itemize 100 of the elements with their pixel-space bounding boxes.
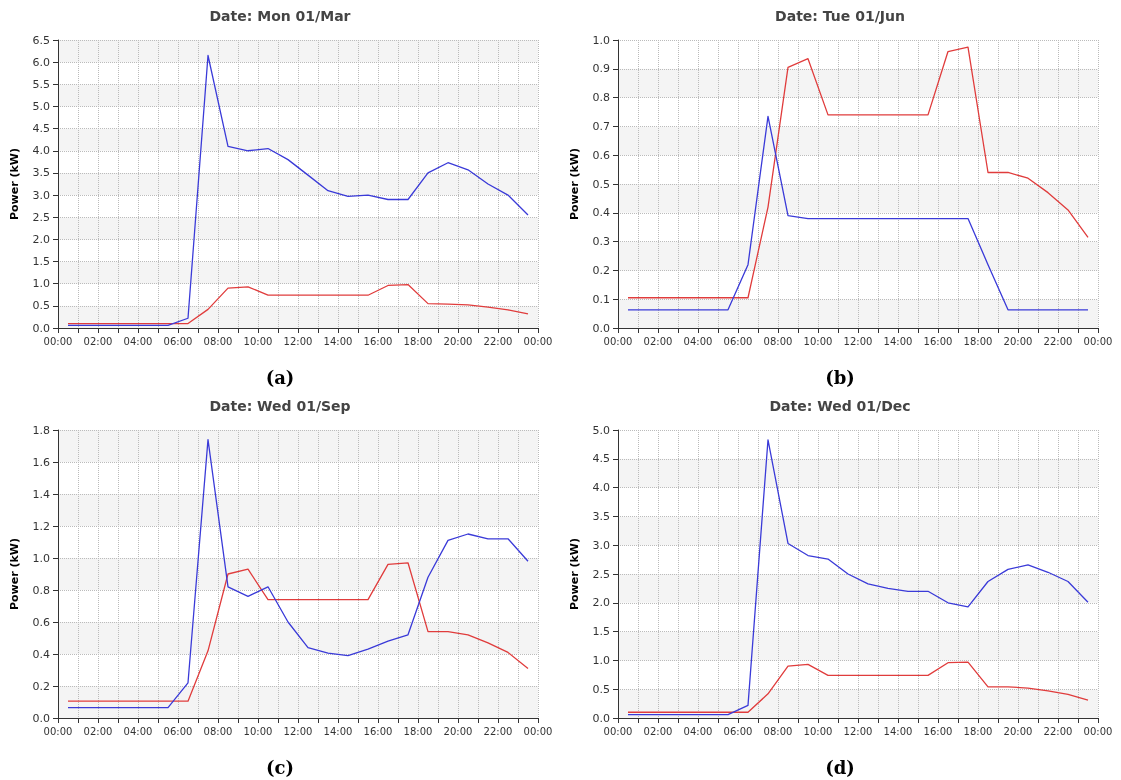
y-tick-label: 0.8 (592, 91, 610, 105)
y-tick-label: 4.0 (592, 481, 610, 495)
x-tick-label: 00:00 (43, 725, 73, 737)
x-tick-label: 12:00 (843, 335, 873, 347)
x-tick-label: 08:00 (203, 335, 233, 347)
y-tick-label: 4.5 (32, 122, 50, 136)
x-tick-label: 02:00 (643, 725, 673, 737)
y-tick-label: 0.0 (592, 711, 610, 725)
x-tick-label: 22:00 (1043, 335, 1073, 347)
x-tick-label: 10:00 (803, 725, 833, 737)
y-tick-label: 3.5 (32, 166, 50, 180)
x-tick-label: 12:00 (283, 725, 313, 737)
x-tick-label: 18:00 (963, 725, 993, 737)
y-tick-label: 1.6 (32, 455, 50, 469)
y-tick-label: 0.8 (32, 583, 50, 597)
x-tick-label: 00:00 (603, 725, 633, 737)
x-tick-label: 10:00 (243, 335, 273, 347)
chart-title: Date: Wed 01/Dec (769, 398, 911, 414)
y-tick-label: 0.1 (592, 292, 610, 306)
y-tick-label: 0.0 (592, 321, 610, 335)
y-axis-title: Power (kW) (8, 148, 21, 220)
line-series (627, 115, 1089, 311)
y-tick-label: 1.4 (32, 487, 50, 501)
x-tick-label: 02:00 (83, 725, 113, 737)
x-tick-label: 06:00 (163, 725, 193, 737)
y-tick-label: 0.0 (32, 711, 50, 725)
x-tick-label: 04:00 (123, 335, 153, 347)
y-tick-label: 5.0 (32, 99, 50, 113)
x-tick-label: 16:00 (923, 725, 953, 737)
x-tick-label: 14:00 (323, 335, 353, 347)
y-tick-label: 1.0 (32, 277, 50, 291)
line-series (67, 283, 529, 325)
y-tick-label: 3.5 (592, 509, 610, 523)
x-tick-label: 06:00 (723, 335, 753, 347)
x-tick-label: 02:00 (83, 335, 113, 347)
y-tick-label: 0.2 (32, 679, 50, 693)
x-tick-label: 08:00 (203, 725, 233, 737)
x-tick-label: 00:00 (1083, 335, 1113, 347)
line-series (627, 46, 1089, 299)
x-tick-label: 00:00 (43, 335, 73, 347)
y-tick-label: 0.3 (592, 235, 610, 249)
x-tick-label: 22:00 (483, 725, 513, 737)
y-tick-label: 6.5 (32, 33, 50, 47)
x-tick-label: 12:00 (843, 725, 873, 737)
y-tick-label: 0.4 (32, 647, 50, 661)
x-tick-label: 18:00 (403, 335, 433, 347)
y-tick-label: 0.9 (592, 62, 610, 76)
text: (b) (825, 366, 855, 388)
y-tick-label: 4.0 (32, 144, 50, 158)
x-tick-label: 16:00 (363, 725, 393, 737)
x-tick-label: 22:00 (1043, 725, 1073, 737)
x-tick-label: 18:00 (963, 335, 993, 347)
line-series (627, 439, 1089, 716)
y-tick-label: 6.0 (32, 55, 50, 69)
y-tick-label: 0.0 (32, 321, 50, 335)
y-tick-label: 2.0 (592, 596, 610, 610)
y-tick-label: 0.7 (592, 119, 610, 133)
x-tick-label: 14:00 (883, 725, 913, 737)
x-tick-label: 22:00 (483, 335, 513, 347)
x-tick-label: 20:00 (1003, 335, 1033, 347)
line-series (67, 562, 529, 702)
y-tick-label: 2.0 (32, 232, 50, 246)
x-tick-label: 16:00 (923, 335, 953, 347)
y-tick-label: 5.5 (32, 77, 50, 91)
x-tick-label: 08:00 (763, 335, 793, 347)
x-tick-label: 20:00 (443, 335, 473, 347)
y-tick-label: 1.0 (592, 33, 610, 47)
y-tick-label: 0.4 (592, 206, 610, 220)
y-tick-label: 0.5 (32, 299, 50, 313)
y-tick-label: 1.2 (32, 519, 50, 533)
text: (c) (266, 756, 294, 778)
x-tick-label: 00:00 (523, 725, 553, 737)
text: (a) (265, 366, 295, 388)
x-tick-label: 04:00 (123, 725, 153, 737)
x-tick-label: 14:00 (323, 725, 353, 737)
y-tick-label: 4.5 (592, 452, 610, 466)
chart-title: Date: Mon 01/Mar (209, 8, 351, 24)
y-axis-title: Power (kW) (568, 538, 581, 610)
x-tick-label: 00:00 (523, 335, 553, 347)
line-series (627, 661, 1089, 713)
line-series (67, 438, 529, 709)
x-tick-label: 00:00 (1083, 725, 1113, 737)
y-axis-title: Power (kW) (568, 148, 581, 220)
x-tick-label: 04:00 (683, 725, 713, 737)
x-tick-label: 10:00 (243, 725, 273, 737)
x-tick-label: 04:00 (683, 335, 713, 347)
y-tick-label: 1.8 (32, 423, 50, 437)
x-tick-label: 12:00 (283, 335, 313, 347)
chart-title: Date: Wed 01/Sep (209, 398, 351, 414)
x-tick-label: 00:00 (603, 335, 633, 347)
y-tick-label: 0.5 (592, 177, 610, 191)
x-tick-label: 02:00 (643, 335, 673, 347)
y-tick-label: 1.5 (32, 255, 50, 269)
chart-title: Date: Tue 01/Jun (775, 8, 905, 24)
x-tick-label: 20:00 (443, 725, 473, 737)
y-tick-label: 0.6 (592, 148, 610, 162)
y-tick-label: 5.0 (592, 423, 610, 437)
x-tick-label: 10:00 (803, 335, 833, 347)
x-tick-label: 06:00 (723, 725, 753, 737)
y-tick-label: 2.5 (592, 567, 610, 581)
